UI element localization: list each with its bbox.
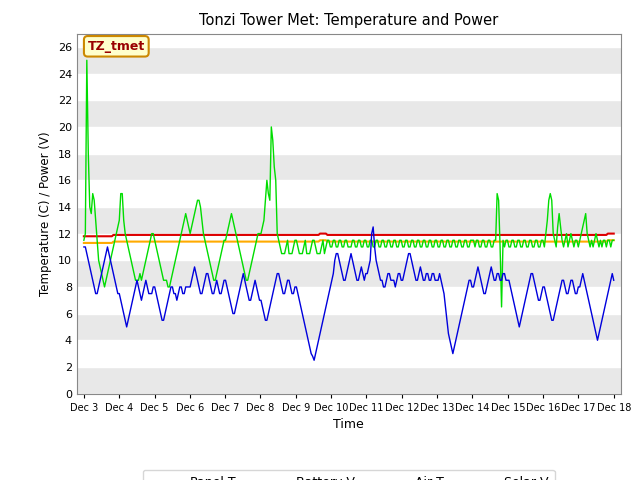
Bar	[77, 180, 621, 207]
Bar	[77, 234, 621, 260]
Bar	[77, 340, 621, 367]
Bar	[77, 47, 621, 73]
Bar	[77, 100, 621, 127]
Bar	[77, 260, 621, 287]
Bar	[77, 207, 621, 234]
Text: TZ_tmet: TZ_tmet	[88, 40, 145, 53]
Bar	[77, 367, 621, 394]
Bar	[77, 154, 621, 180]
Y-axis label: Temperature (C) / Power (V): Temperature (C) / Power (V)	[39, 132, 52, 296]
Bar	[77, 287, 621, 313]
X-axis label: Time: Time	[333, 418, 364, 431]
Bar	[77, 127, 621, 154]
Bar	[77, 73, 621, 100]
Title: Tonzi Tower Met: Temperature and Power: Tonzi Tower Met: Temperature and Power	[199, 13, 499, 28]
Legend: Panel T, Battery V, Air T, Solar V: Panel T, Battery V, Air T, Solar V	[143, 470, 555, 480]
Bar	[77, 313, 621, 340]
